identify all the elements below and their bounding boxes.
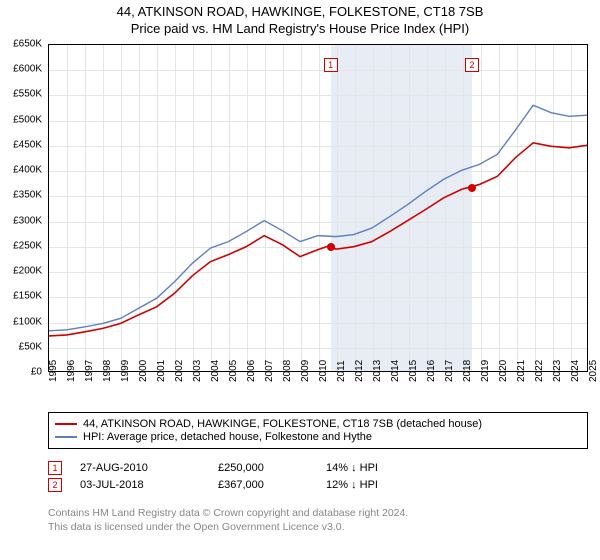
y-tick-label: £250K xyxy=(13,240,42,251)
x-tick-label: 2020 xyxy=(498,360,509,382)
y-tick-label: £500K xyxy=(13,114,42,125)
y-tick-label: £150K xyxy=(13,291,42,302)
legend-label: 44, ATKINSON ROAD, HAWKINGE, FOLKESTONE,… xyxy=(83,418,482,430)
x-tick-label: 1996 xyxy=(66,360,77,382)
x-tick-label: 1999 xyxy=(120,360,131,382)
x-tick-label: 2007 xyxy=(264,360,275,382)
series-property xyxy=(49,143,587,336)
x-tick-label: 2021 xyxy=(516,360,527,382)
title-line-1: 44, ATKINSON ROAD, HAWKINGE, FOLKESTONE,… xyxy=(0,4,600,19)
y-tick-label: £400K xyxy=(13,165,42,176)
sale-date: 03-JUL-2018 xyxy=(80,479,200,491)
x-tick-label: 2002 xyxy=(174,360,185,382)
chart-title: 44, ATKINSON ROAD, HAWKINGE, FOLKESTONE,… xyxy=(0,0,600,38)
sale-marker-dot xyxy=(468,184,476,192)
title-line-2: Price paid vs. HM Land Registry's House … xyxy=(0,21,600,36)
sale-date: 27-AUG-2010 xyxy=(80,462,200,474)
y-tick-label: £100K xyxy=(13,316,42,327)
x-tick-label: 2019 xyxy=(480,360,491,382)
legend-item-hpi: HPI: Average price, detached house, Folk… xyxy=(55,431,581,443)
x-tick-label: 2004 xyxy=(210,360,221,382)
plot-area: 12 xyxy=(48,44,588,372)
legend-swatch xyxy=(55,436,77,438)
sale-row: 2 03-JUL-2018 £367,000 12% ↓ HPI xyxy=(48,478,588,492)
sale-table: 1 27-AUG-2010 £250,000 14% ↓ HPI 2 03-JU… xyxy=(48,458,588,495)
sale-price: £250,000 xyxy=(218,462,308,474)
x-tick-label: 1998 xyxy=(102,360,113,382)
sale-price: £367,000 xyxy=(218,479,308,491)
y-tick-label: £450K xyxy=(13,139,42,150)
x-tick-label: 2024 xyxy=(570,360,581,382)
y-tick-label: £600K xyxy=(13,64,42,75)
y-tick-label: £0 xyxy=(31,367,42,378)
sale-marker-icon: 1 xyxy=(48,461,62,475)
x-tick-label: 2016 xyxy=(426,360,437,382)
sale-marker-dot xyxy=(327,243,335,251)
legend-label: HPI: Average price, detached house, Folk… xyxy=(83,431,372,443)
y-tick-label: £50K xyxy=(19,341,42,352)
x-tick-label: 2003 xyxy=(192,360,203,382)
line-canvas xyxy=(49,45,587,371)
footnote: Contains HM Land Registry data © Crown c… xyxy=(48,506,588,534)
x-tick-label: 2006 xyxy=(246,360,257,382)
sale-marker-icon: 2 xyxy=(48,478,62,492)
y-tick-label: £300K xyxy=(13,215,42,226)
legend-swatch xyxy=(55,423,77,425)
sale-row: 1 27-AUG-2010 £250,000 14% ↓ HPI xyxy=(48,461,588,475)
x-tick-label: 2025 xyxy=(588,360,599,382)
footnote-line-1: Contains HM Land Registry data © Crown c… xyxy=(48,507,408,519)
x-tick-label: 2022 xyxy=(534,360,545,382)
x-tick-label: 1997 xyxy=(84,360,95,382)
x-tick-label: 2009 xyxy=(300,360,311,382)
x-tick-label: 2018 xyxy=(462,360,473,382)
sale-marker-label: 2 xyxy=(465,58,479,72)
x-tick-label: 2014 xyxy=(390,360,401,382)
x-tick-label: 2011 xyxy=(336,360,347,382)
footnote-line-2: This data is licensed under the Open Gov… xyxy=(48,521,345,533)
sale-marker-label: 1 xyxy=(324,58,338,72)
y-tick-label: £200K xyxy=(13,266,42,277)
x-tick-label: 2001 xyxy=(156,360,167,382)
x-tick-label: 2008 xyxy=(282,360,293,382)
x-tick-label: 2023 xyxy=(552,360,563,382)
x-tick-label: 2000 xyxy=(138,360,149,382)
series-hpi xyxy=(49,105,587,331)
legend: 44, ATKINSON ROAD, HAWKINGE, FOLKESTONE,… xyxy=(48,412,588,449)
chart-area: 12 £0£50K£100K£150K£200K£250K£300K£350K£… xyxy=(48,44,588,394)
sale-delta: 14% ↓ HPI xyxy=(326,462,436,474)
y-tick-label: £350K xyxy=(13,190,42,201)
y-tick-label: £650K xyxy=(13,39,42,50)
sale-delta: 12% ↓ HPI xyxy=(326,479,436,491)
x-tick-label: 2005 xyxy=(228,360,239,382)
x-tick-label: 2017 xyxy=(444,360,455,382)
y-tick-label: £550K xyxy=(13,89,42,100)
x-tick-label: 2015 xyxy=(408,360,419,382)
x-tick-label: 2010 xyxy=(318,360,329,382)
legend-item-property: 44, ATKINSON ROAD, HAWKINGE, FOLKESTONE,… xyxy=(55,418,581,430)
x-tick-label: 2013 xyxy=(372,360,383,382)
x-tick-label: 1995 xyxy=(48,360,59,382)
x-tick-label: 2012 xyxy=(354,360,365,382)
